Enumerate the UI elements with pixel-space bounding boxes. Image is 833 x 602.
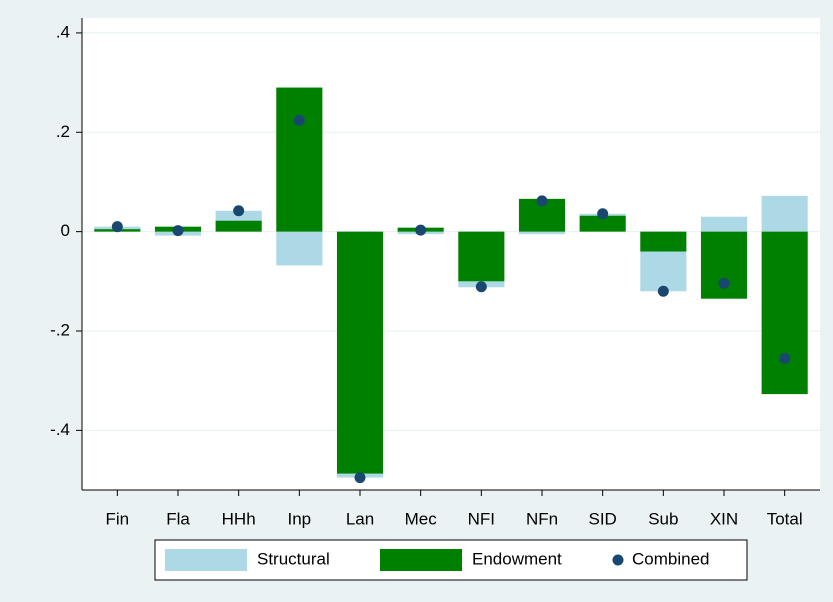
plot-area [82,18,820,490]
x-tick-label: Inp [288,509,312,528]
y-tick-label: -.2 [50,320,70,339]
combined-dot [657,285,669,297]
x-tick-label: NFn [526,509,558,528]
combined-dot [111,221,123,233]
x-tick-label: XIN [710,509,738,528]
y-tick-label: -.4 [50,420,70,439]
combined-dot [354,472,366,484]
legend-swatch [612,554,624,566]
grid [82,32,820,431]
endowment-bar [458,231,505,282]
legend-label: Combined [632,549,710,568]
x-tick-label: Fin [106,509,130,528]
bars [94,87,808,484]
y-tick-label: .2 [56,122,70,141]
structural-bar [518,231,566,235]
legend [154,539,748,581]
combined-dot [597,208,609,220]
endowment-bar [579,215,626,232]
y-tick-label: 0 [61,221,70,240]
combined-dot [233,205,245,217]
combined-dot [415,224,427,236]
structural-bar [700,216,748,232]
combined-dot [536,195,548,207]
x-tick-label: SID [588,509,616,528]
x-tick-label: Total [767,509,803,528]
combined-dot [172,225,184,237]
endowment-bar [276,87,323,232]
x-tick-label: HHh [222,509,256,528]
legend-swatch [380,549,462,571]
structural-bar [640,251,687,292]
legend-swatch [165,549,247,571]
endowment-bar [761,231,808,395]
combined-dot [718,277,730,289]
endowment-bar [640,231,687,252]
legend-label: Endowment [472,549,562,568]
structural-bar [276,231,323,266]
combined-dot [475,281,487,293]
structural-bar [761,195,808,232]
x-tick-label: Fla [166,509,190,528]
combined-dot [779,352,791,364]
x-tick-label: NFI [468,509,495,528]
endowment-bar [336,231,384,474]
combined-dot [293,114,305,126]
x-tick-label: Sub [648,509,678,528]
legend-label: Structural [257,549,330,568]
x-tick-label: Mec [405,509,438,528]
y-tick-label: .4 [56,22,70,41]
endowment-bar [215,220,262,232]
x-tick-label: Lan [346,509,374,528]
